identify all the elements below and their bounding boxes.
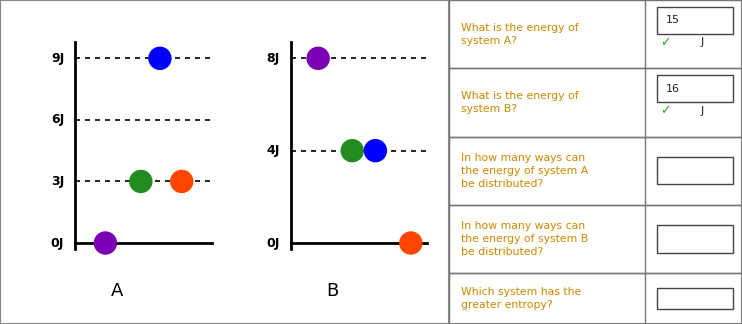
Text: J: J (701, 106, 704, 116)
Bar (449, 137, 742, 205)
Text: J: J (701, 37, 704, 47)
Bar (449, 273, 742, 324)
Bar (657, 75, 733, 102)
Text: 3J: 3J (51, 175, 65, 188)
Text: 15: 15 (666, 16, 680, 26)
Text: Which system has the
greater entropy?: Which system has the greater entropy? (461, 287, 581, 310)
Text: What is the energy of
system A?: What is the energy of system A? (461, 23, 578, 46)
Text: 9J: 9J (51, 52, 65, 65)
Text: ✓: ✓ (660, 36, 671, 49)
Text: 0J: 0J (266, 237, 280, 249)
Ellipse shape (149, 47, 171, 69)
Text: In how many ways can
the energy of system A
be distributed?: In how many ways can the energy of syste… (461, 153, 588, 189)
Text: ✓: ✓ (660, 104, 671, 117)
Ellipse shape (130, 170, 152, 192)
Ellipse shape (400, 232, 422, 254)
Bar (657, 288, 733, 309)
Text: 6J: 6J (51, 113, 65, 126)
Text: 8J: 8J (266, 52, 280, 65)
Text: A: A (111, 282, 123, 300)
Text: 0J: 0J (50, 237, 65, 249)
Ellipse shape (364, 140, 387, 162)
Text: 4J: 4J (266, 144, 280, 157)
Bar (657, 226, 733, 253)
Bar (449, 68, 742, 137)
Ellipse shape (94, 232, 116, 254)
Bar (657, 157, 733, 184)
Text: What is the energy of
system B?: What is the energy of system B? (461, 91, 578, 114)
Ellipse shape (341, 140, 364, 162)
Ellipse shape (171, 170, 193, 192)
Text: In how many ways can
the energy of system B
be distributed?: In how many ways can the energy of syste… (461, 221, 588, 257)
Text: B: B (326, 282, 338, 300)
Bar (449, 205, 742, 273)
Ellipse shape (307, 47, 329, 69)
Text: 16: 16 (666, 84, 680, 94)
Bar (657, 7, 733, 34)
Bar (449, 0, 742, 68)
